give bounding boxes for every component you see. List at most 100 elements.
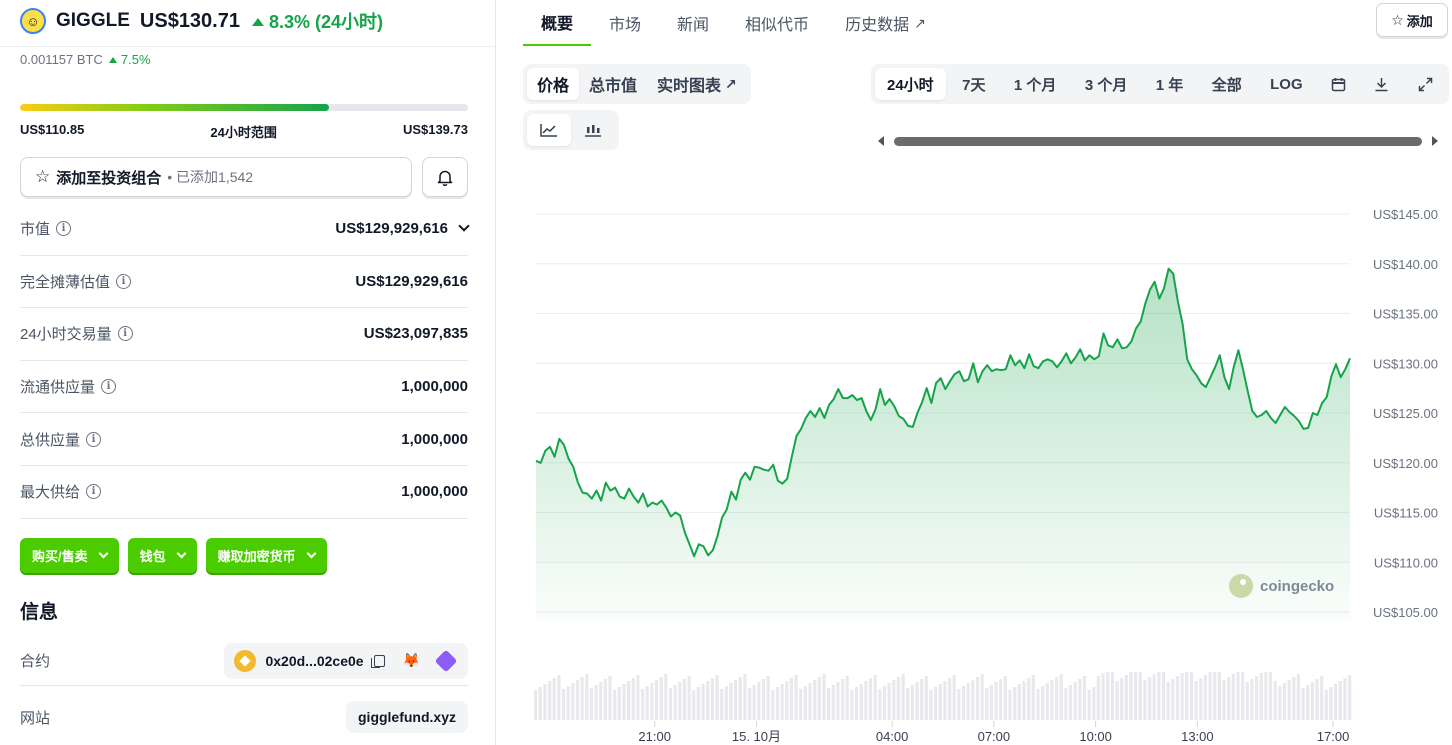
x-tick-label: 17:00 [1317, 729, 1350, 744]
volume-bar [868, 678, 873, 720]
volume-bar [780, 684, 784, 720]
chevron-down-icon[interactable] [458, 220, 470, 232]
volume-bar [1213, 672, 1217, 720]
volume-bar [664, 674, 668, 720]
tab-news[interactable]: 新闻 [677, 17, 710, 34]
candlestick-chart-button[interactable] [571, 114, 615, 146]
volume-bar [1273, 681, 1277, 720]
buy-sell-button[interactable]: 购买/售卖 [20, 538, 119, 573]
volume-bar [915, 682, 919, 720]
volume-bar [1092, 687, 1096, 720]
volume-bar [845, 676, 849, 720]
btc-price-line: 0.001157 BTC 7.5% [20, 52, 151, 67]
volume-bar [627, 681, 631, 720]
price-alert-button[interactable] [422, 157, 468, 197]
range-7d[interactable]: 7天 [962, 76, 986, 94]
volume-bar [729, 683, 733, 720]
volume-bar [1194, 681, 1198, 720]
chart-navigator-scrollbar[interactable] [878, 134, 1438, 148]
add-to-portfolio-button[interactable]: ☆ 添加至投资组合 • 已添加1,542 [20, 157, 412, 197]
volume-bar [854, 687, 859, 720]
volume-bar [552, 678, 556, 720]
volume-bar [1287, 680, 1291, 720]
metamask-icon[interactable]: 🦊 [402, 652, 420, 668]
volume-bar [1259, 673, 1263, 720]
fullscreen-button[interactable] [1406, 68, 1445, 100]
tab-historical[interactable]: 历史数据 ↗ [827, 0, 944, 46]
x-tick-label: 21:00 [638, 729, 671, 744]
info-icon[interactable]: i [116, 273, 132, 289]
volume-bar [654, 680, 659, 720]
x-axis: 21:00 15. 10月 04:00 07:00 10:00 13:00 17:00 [638, 721, 1349, 744]
volume-bar [1124, 675, 1128, 720]
chevron-down-icon [176, 548, 187, 559]
range-title: 24小时范围 [210, 125, 277, 140]
earn-crypto-button[interactable]: 赚取加密货币 [205, 538, 327, 573]
volume-bar [1068, 685, 1073, 720]
calendar-button[interactable] [1319, 68, 1358, 100]
volume-bar [1143, 680, 1147, 720]
range-3m[interactable]: 3 个月 [1084, 76, 1128, 94]
volume-bar [706, 681, 710, 720]
info-icon[interactable]: i [86, 484, 102, 500]
info-icon[interactable]: i [86, 431, 102, 447]
volume-bar [1296, 674, 1300, 720]
volume-bar [636, 675, 640, 720]
coin-price: US$130.71 [139, 9, 240, 32]
wallet-button[interactable]: 钱包 [127, 538, 197, 573]
volume-bar [566, 686, 570, 720]
chevron-down-icon [306, 548, 317, 559]
range-1y[interactable]: 1 年 [1155, 76, 1184, 94]
volume-bar [1110, 672, 1114, 720]
volume-bar [803, 686, 807, 720]
volume-bar [1101, 673, 1105, 720]
header-divider [0, 46, 495, 47]
scroll-left-arrow-icon[interactable] [878, 136, 884, 146]
info-icon[interactable]: i [117, 326, 133, 342]
add-watchlist-button[interactable]: ☆ 添加 [1376, 3, 1448, 37]
stat-row-market-cap[interactable]: 市值 i US$129,929,616 [20, 203, 470, 256]
contract-row: 合约 0x20d...02ce0e 🦊 [20, 636, 468, 686]
volume-bar [1282, 683, 1287, 720]
volume-bar [1055, 677, 1059, 720]
range-all[interactable]: 全部 [1211, 76, 1242, 94]
volume-bar [799, 689, 803, 720]
website-link[interactable]: gigglefund.xyz [346, 701, 468, 733]
price-chart[interactable]: US$145.00 US$140.00 US$135.00 US$130.00 US$1… [510, 190, 1445, 745]
volume-bar [1115, 681, 1119, 720]
range-24h[interactable]: 24小时 [875, 68, 946, 100]
wallet-gem-icon[interactable] [434, 649, 458, 672]
volume-bar [1292, 677, 1296, 720]
volume-bar [980, 674, 984, 720]
tab-historical-label: 历史数据 [845, 17, 910, 34]
range-bar-fill [20, 104, 330, 111]
info-icon[interactable]: i [101, 379, 117, 395]
metric-market-cap[interactable]: 总市值 [589, 78, 638, 95]
volume-bar [1152, 674, 1156, 720]
volume-bar [1231, 674, 1235, 720]
stat-value: 1,000,000 [401, 483, 468, 501]
tab-markets[interactable]: 市场 [609, 17, 642, 34]
volume-bar [841, 679, 845, 720]
volume-bar [668, 688, 673, 720]
volume-bar [701, 684, 705, 720]
line-chart-button[interactable] [527, 114, 571, 146]
volume-bar [603, 679, 607, 720]
range-1m[interactable]: 1 个月 [1013, 76, 1057, 94]
metric-price[interactable]: 价格 [527, 68, 580, 100]
tab-overview[interactable]: 概要 [523, 0, 592, 46]
stat-label-text: 流通供应量 [20, 379, 96, 397]
metric-live-chart[interactable]: 实时图表 ↗ [647, 68, 747, 100]
volume-bar [808, 683, 812, 720]
tab-similar[interactable]: 相似代币 [745, 17, 810, 34]
download-button[interactable] [1362, 68, 1401, 100]
scroll-right-arrow-icon[interactable] [1432, 136, 1438, 146]
price-change-24h: 8.3% (24小时) [251, 8, 383, 34]
volume-bar [1017, 684, 1021, 720]
range-log[interactable]: LOG [1270, 75, 1303, 93]
volume-bar [1208, 672, 1212, 720]
info-icon[interactable]: i [56, 221, 72, 237]
contract-address-pill[interactable]: 0x20d...02ce0e 🦊 [224, 642, 468, 679]
copy-icon[interactable] [370, 654, 385, 668]
scroll-thumb[interactable] [894, 137, 1422, 146]
